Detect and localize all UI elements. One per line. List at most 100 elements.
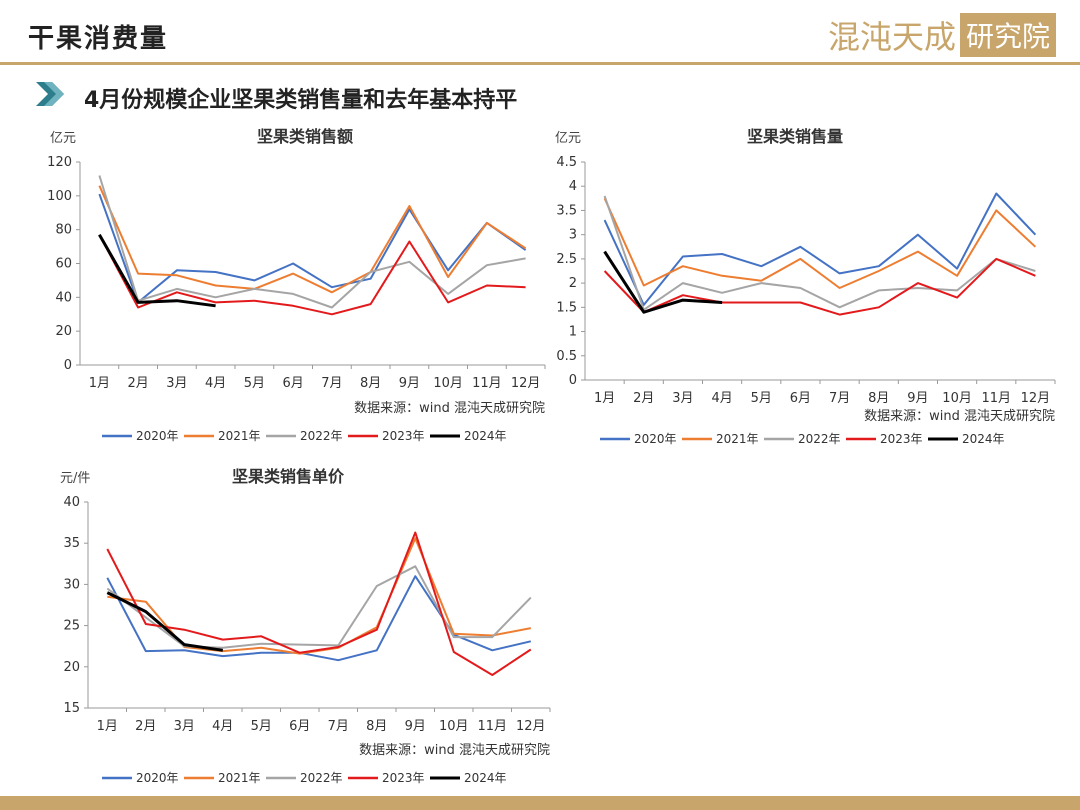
x-tick-label: 3月 (672, 391, 693, 406)
y-tick-label: 0.5 (556, 349, 577, 364)
y-tick-label: 35 (63, 536, 80, 551)
y-tick-label: 40 (63, 495, 80, 510)
x-tick-label: 7月 (321, 376, 342, 391)
series-line-2022年 (98, 175, 526, 309)
y-tick-label: 30 (63, 577, 80, 592)
series-line-2024年 (106, 591, 224, 652)
legend-label: 2024年 (464, 429, 507, 443)
series-line-2023年 (603, 257, 1036, 316)
legend-label: 2023年 (382, 429, 425, 443)
x-tick-label: 8月 (366, 719, 387, 734)
logo: 混沌天成 研究院 (828, 12, 1056, 58)
legend-label: 2023年 (880, 432, 923, 446)
chart-title: 坚果类销售额 (257, 127, 353, 146)
y-tick-label: 25 (63, 619, 80, 634)
x-tick-label: 8月 (360, 376, 381, 391)
legend-label: 2022年 (798, 432, 841, 446)
top-rule (0, 62, 1080, 65)
x-tick-label: 11月 (472, 376, 502, 391)
x-tick-label: 4月 (205, 376, 226, 391)
x-tick-label: 9月 (907, 391, 928, 406)
y-tick-label: 4.5 (556, 155, 577, 170)
x-tick-label: 5月 (751, 391, 772, 406)
y-tick-label: 20 (55, 324, 72, 339)
x-tick-label: 6月 (790, 391, 811, 406)
x-tick-label: 3月 (166, 376, 187, 391)
x-tick-label: 9月 (405, 719, 426, 734)
x-tick-label: 4月 (212, 719, 233, 734)
x-tick-label: 11月 (477, 719, 507, 734)
x-tick-label: 7月 (328, 719, 349, 734)
source-note: 数据来源：wind 混沌天成研究院 (359, 743, 550, 758)
page-title: 干果消费量 (28, 24, 169, 54)
y-axis-unit: 元/件 (60, 471, 90, 486)
logo-box: 研究院 (959, 13, 1056, 57)
bottom-bar (0, 796, 1080, 810)
y-tick-label: 2 (569, 276, 577, 291)
x-tick-label: 12月 (1021, 391, 1051, 406)
x-tick-label: 5月 (251, 719, 272, 734)
y-tick-label: 3 (569, 228, 577, 243)
legend-label: 2020年 (136, 429, 179, 443)
x-tick-label: 12月 (516, 719, 546, 734)
y-tick-label: 3.5 (556, 203, 577, 218)
x-tick-label: 6月 (282, 376, 303, 391)
x-tick-label: 2月 (135, 719, 156, 734)
series-line-2024年 (98, 233, 216, 308)
x-tick-label: 10月 (942, 391, 972, 406)
x-tick-label: 8月 (868, 391, 889, 406)
x-tick-label: 10月 (439, 719, 469, 734)
legend-label: 2021年 (218, 771, 261, 785)
x-tick-label: 12月 (511, 376, 541, 391)
legend-label: 2022年 (300, 771, 343, 785)
y-tick-label: 40 (55, 290, 72, 305)
y-tick-label: 1 (569, 325, 577, 340)
y-tick-label: 120 (47, 155, 72, 170)
x-tick-label: 10月 (433, 376, 463, 391)
legend-label: 2021年 (716, 432, 759, 446)
y-tick-label: 100 (47, 189, 72, 204)
y-axis-unit: 亿元 (50, 131, 76, 146)
legend-label: 2023年 (382, 771, 425, 785)
x-tick-label: 9月 (399, 376, 420, 391)
series-line-2022年 (106, 565, 532, 649)
y-tick-label: 15 (63, 701, 80, 716)
y-tick-label: 2.5 (556, 252, 577, 267)
x-tick-label: 1月 (89, 376, 110, 391)
y-tick-label: 0 (569, 373, 577, 388)
legend-label: 2020年 (634, 432, 677, 446)
legend-label: 2022年 (300, 429, 343, 443)
chart-title: 坚果类销售量 (747, 127, 843, 146)
x-tick-label: 1月 (97, 719, 118, 734)
source-note: 数据来源：wind 混沌天成研究院 (864, 409, 1055, 424)
y-tick-label: 20 (63, 660, 80, 675)
series-line-2021年 (603, 197, 1037, 289)
series-line-2024年 (603, 250, 723, 314)
y-tick-label: 4 (569, 179, 577, 194)
chart-sales-amount: 坚果类销售额 亿元 0 20 40 60 80 100 120 1月 2月 3月 4月 5月 6月 7月 8月 9… (47, 127, 546, 443)
series-line-2023年 (106, 531, 532, 676)
series-line-2021年 (98, 185, 527, 294)
logo-text: 混沌天成 (827, 18, 956, 56)
chevron-right-icon (36, 82, 64, 106)
x-tick-label: 2月 (633, 391, 654, 406)
legend-label: 2020年 (136, 771, 179, 785)
x-tick-label: 7月 (829, 391, 850, 406)
y-tick-label: 1.5 (556, 300, 577, 315)
chart-title: 坚果类销售单价 (232, 467, 345, 486)
x-tick-label: 3月 (174, 719, 195, 734)
legend-label: 2024年 (962, 432, 1005, 446)
x-tick-label: 4月 (711, 391, 732, 406)
source-note: 数据来源：wind 混沌天成研究院 (354, 401, 545, 416)
x-tick-label: 1月 (594, 391, 615, 406)
x-tick-label: 6月 (289, 719, 310, 734)
series-line-2020年 (106, 575, 532, 662)
x-tick-label: 2月 (127, 376, 148, 391)
series-line-2022年 (603, 195, 1036, 311)
series-line-2023年 (98, 234, 526, 316)
series-line-2020年 (98, 193, 527, 304)
x-tick-label: 5月 (244, 376, 265, 391)
chart-unit-price: 坚果类销售单价 元/件 15 20 25 30 35 40 1月 2月 3月 4月 5月 6月 7月 8月 9月… (60, 467, 551, 785)
chart-sales-volume: 坚果类销售量 亿元 0 0.5 1 1.5 2 2.5 3 3.5 4 4.5 1月 2月 3月 4月 5月 6月… (555, 127, 1056, 446)
legend-label: 2024年 (464, 771, 507, 785)
